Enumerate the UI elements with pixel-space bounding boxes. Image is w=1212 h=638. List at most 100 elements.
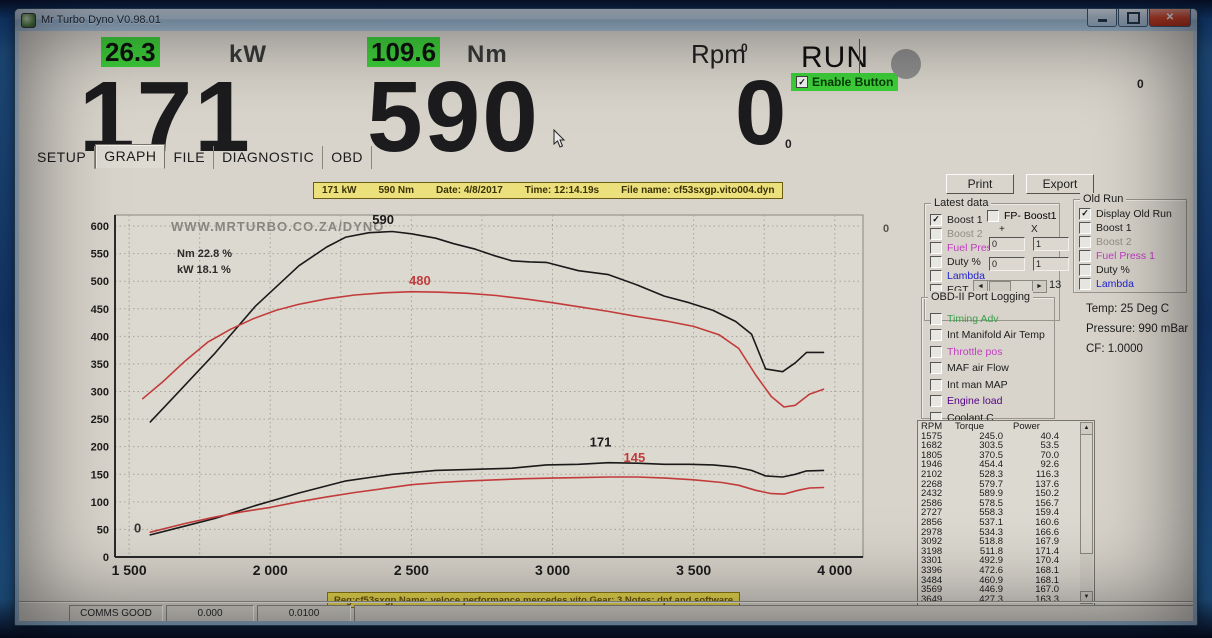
scroll-down-icon[interactable]: ▼	[1080, 591, 1093, 604]
checkbox-box[interactable]	[1079, 250, 1091, 262]
latest-data-title: Latest data	[931, 197, 992, 209]
obd-throttle-pos[interactable]: Throttle pos	[930, 345, 1045, 358]
svg-text:200: 200	[91, 442, 109, 454]
checkbox-box[interactable]	[930, 362, 942, 374]
checkbox-box[interactable]	[930, 345, 942, 358]
tab-graph[interactable]: GRAPH	[95, 144, 166, 169]
old-run-boost-1[interactable]: Boost 1	[1079, 222, 1172, 234]
old-run-boost-2[interactable]: Boost 2	[1079, 236, 1172, 248]
fp-boost1-checkbox[interactable]: FP- Boost1	[987, 210, 1057, 222]
obd-int-manifold-air-temp[interactable]: Int Manifold Air Temp	[930, 329, 1045, 341]
checkbox-box[interactable]: ✓	[930, 214, 942, 226]
old-run-display-old-run[interactable]: ✓ Display Old Run	[1079, 208, 1172, 220]
checkbox-label: Duty %	[947, 256, 981, 268]
table-scrollbar-thumb[interactable]	[1080, 434, 1093, 554]
table-cell: 168.1	[1035, 564, 1059, 576]
obd-engine-load[interactable]: Engine load	[930, 395, 1045, 407]
table-cell: 589.9	[979, 488, 1003, 500]
table-row: 3484 460.9 168.1	[921, 575, 1078, 586]
table-cell: 245.0	[979, 430, 1003, 442]
x-field-1[interactable]: 1	[1033, 257, 1069, 271]
table-scrollbar[interactable]: ▲ ▼	[1080, 422, 1093, 604]
table-cell: 370.5	[979, 449, 1003, 461]
x-column-header: X	[1031, 224, 1038, 235]
print-button[interactable]: Print	[946, 174, 1014, 194]
checkbox-box[interactable]	[1079, 264, 1091, 276]
svg-text:1 500: 1 500	[112, 562, 147, 578]
old-run-lambda[interactable]: Lambda	[1079, 278, 1172, 290]
table-cell: 534.3	[979, 526, 1003, 538]
table-cell: 166.6	[1035, 526, 1059, 538]
latest-data-boost-2[interactable]: Boost 2	[930, 228, 1003, 240]
table-cell: 116.3	[1035, 468, 1059, 480]
checkbox-label: Engine load	[947, 395, 1003, 407]
checkbox-box[interactable]	[930, 329, 942, 341]
minimize-button[interactable]	[1087, 9, 1117, 27]
plus-field-1[interactable]: 0	[989, 257, 1025, 271]
checkbox-box[interactable]	[1079, 222, 1091, 234]
checkbox-box[interactable]	[1079, 236, 1091, 248]
status-bar: COMMS GOOD 0.000 0.0100	[69, 605, 1193, 621]
plus-field-0[interactable]: 0	[989, 237, 1025, 251]
table-cell: 427.3	[979, 593, 1003, 604]
old-run-fuel-press-1[interactable]: Fuel Press 1	[1079, 250, 1172, 262]
checkbox-label: Duty %	[1096, 264, 1130, 276]
rpm-torque-power-table[interactable]: RPM Torque Power 1575 245.0 40.4 1682 303.5 53.5…	[917, 420, 1095, 606]
x-field-0[interactable]: 1	[1033, 237, 1069, 251]
checkbox-box[interactable]	[930, 378, 942, 391]
table-cell: 1575	[921, 430, 943, 442]
table-cell: 167.9	[1035, 536, 1059, 548]
checkbox-box[interactable]	[930, 242, 942, 254]
svg-text:150: 150	[91, 469, 109, 481]
table-cell: 171.4	[1035, 545, 1059, 557]
statusbar-panel-1: 0.000	[166, 605, 254, 621]
checkbox-box[interactable]	[930, 270, 942, 282]
tab-setup[interactable]: SETUP	[29, 146, 96, 169]
obd-timing-adv[interactable]: Timing Adv	[930, 312, 1045, 325]
checkbox-box[interactable]	[930, 256, 942, 268]
table-cell: 454.4	[979, 459, 1003, 471]
checkbox-box[interactable]	[987, 210, 999, 222]
app-window: Mr Turbo Dyno V0.98.01 ✕ 26.3 kW 171 109…	[14, 8, 1198, 626]
table-row: 3092 518.8 167.9	[921, 537, 1078, 547]
export-button[interactable]: Export	[1026, 174, 1094, 194]
obd-int-man-map[interactable]: Int man MAP	[930, 378, 1045, 391]
checkbox-box[interactable]: ✓	[1079, 208, 1091, 220]
table-row: 2727 558.3 159.4	[921, 508, 1078, 518]
minimize-icon	[1097, 19, 1107, 22]
obd-maf-air-flow[interactable]: MAF air Flow	[930, 362, 1045, 374]
checkbox-box[interactable]	[930, 395, 942, 407]
tab-file[interactable]: FILE	[165, 146, 215, 169]
checkbox-box[interactable]	[930, 228, 942, 240]
scroll-right-icon[interactable]: ►	[1032, 280, 1047, 293]
checkbox-box[interactable]	[1079, 278, 1091, 290]
table-header-power: Power	[1013, 422, 1040, 432]
checkbox-label: Lambda	[1096, 278, 1134, 290]
latest-data-duty-[interactable]: Duty %	[930, 256, 1003, 268]
checkbox-label: MAF air Flow	[947, 362, 1009, 374]
tab-obd[interactable]: OBD	[323, 146, 373, 169]
latest-data-lambda[interactable]: Lambda	[930, 270, 1003, 282]
old-run-duty-[interactable]: Duty %	[1079, 264, 1172, 276]
checkbox-box[interactable]	[930, 312, 942, 325]
table-cell: 3569	[921, 584, 943, 596]
latest-data-boost-1[interactable]: ✓ Boost 1	[930, 214, 1003, 226]
table-cell: 3198	[921, 545, 943, 557]
table-cell: 163.3	[1035, 593, 1059, 604]
info-date: Date: 4/8/2017	[436, 185, 503, 196]
svg-text:400: 400	[91, 331, 109, 343]
checkbox-label: Fuel Press 1	[1096, 250, 1155, 262]
title-bar[interactable]: Mr Turbo Dyno V0.98.01 ✕	[15, 9, 1197, 31]
tab-diagnostic[interactable]: DIAGNOSTIC	[214, 146, 324, 169]
table-cell: 2586	[921, 497, 943, 509]
enable-button-checkbox[interactable]: ✓ Enable Button	[791, 73, 899, 91]
checkbox-label: Boost 2	[1096, 236, 1132, 248]
close-button[interactable]: ✕	[1149, 9, 1191, 27]
svg-text:WWW.MRTURBO.CO.ZA/DYNO: WWW.MRTURBO.CO.ZA/DYNO	[171, 219, 384, 234]
rpm-label: Rpm	[691, 39, 746, 69]
svg-text:600: 600	[91, 221, 109, 233]
checkbox-label: Throttle pos	[947, 345, 1003, 358]
table-cell: 492.9	[979, 555, 1003, 567]
maximize-button[interactable]	[1118, 9, 1148, 27]
